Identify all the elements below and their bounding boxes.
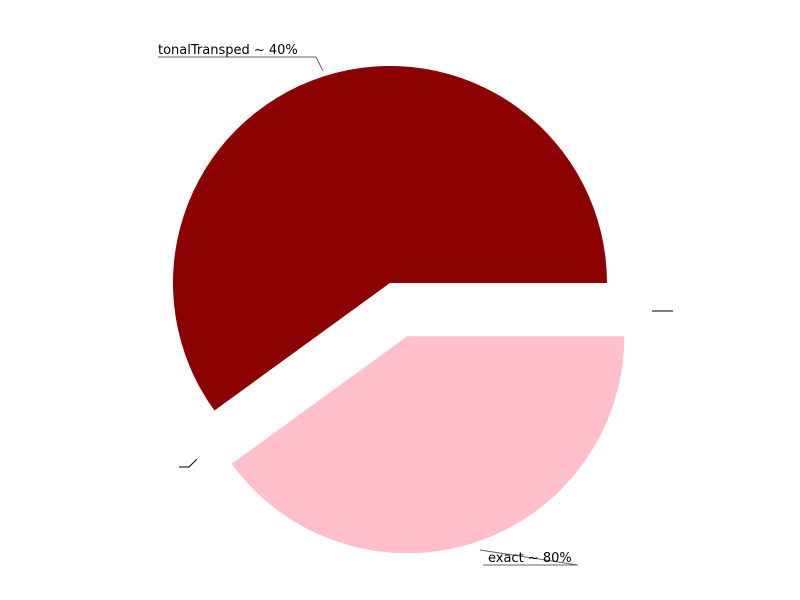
pie-label-2: exact ~ 80% xyxy=(488,551,572,566)
pie-labels: tonalTransped ~ 40% exact ~ 80% xyxy=(158,43,572,566)
pie-leader-4 xyxy=(179,458,198,468)
pie-leader-1 xyxy=(158,56,324,72)
pie-leader-lines xyxy=(158,56,673,566)
pie-leader-2 xyxy=(479,549,579,566)
pie-slice-2 xyxy=(231,336,625,554)
pie-label-1: tonalTransped ~ 40% xyxy=(158,43,298,58)
pie-slices xyxy=(173,65,625,554)
pie-slice-1 xyxy=(173,65,607,411)
